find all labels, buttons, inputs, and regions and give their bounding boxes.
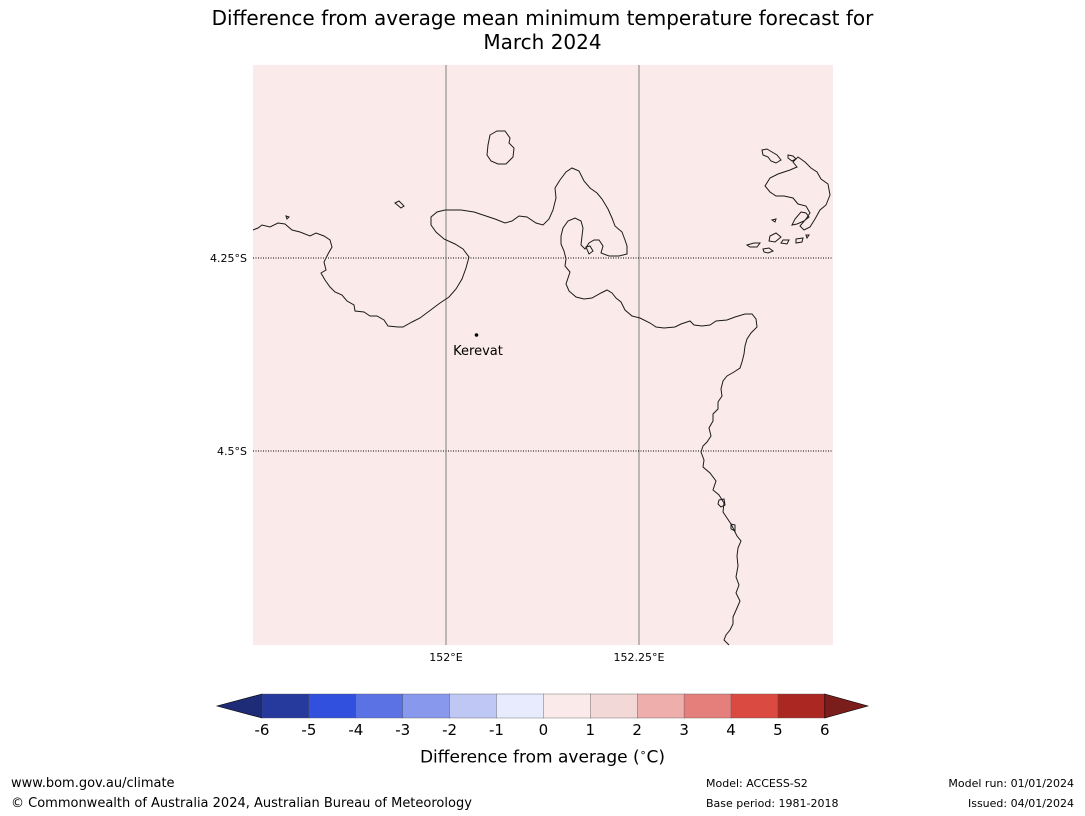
- colorbar-bin-3: [402, 693, 451, 719]
- title-line-2: March 2024: [483, 30, 602, 54]
- colorbar-tick-label: 3: [679, 721, 689, 739]
- colorbar-title-unit: C): [646, 747, 666, 768]
- colorbar-tick-label: 6: [820, 721, 830, 739]
- lon-label-152e: 152°E: [429, 651, 462, 664]
- colorbar-tick-label: -6: [255, 721, 270, 739]
- colorbar-bin-8: [637, 693, 685, 719]
- colorbar-tick-label: -4: [348, 721, 363, 739]
- island-north: [486, 130, 515, 165]
- islet-west: [394, 200, 405, 209]
- colorbar-bin-2: [355, 693, 404, 719]
- colorbar-extend-over: [824, 693, 870, 719]
- kerevat-label: Kerevat: [453, 344, 503, 359]
- coastal-islet-1: [717, 498, 726, 508]
- lon-label-152-25e: 152.25°E: [614, 651, 665, 664]
- colorbar-bin-11: [777, 693, 826, 719]
- colorbar-title: Difference from average (∘C): [0, 746, 1085, 768]
- colorbar-tick-label: 5: [773, 721, 783, 739]
- lat-label-4-25s: 4.25°S: [210, 252, 247, 265]
- footer-model-run: Model run: 01/01/2024: [948, 777, 1074, 790]
- colorbar-bin-10: [730, 693, 779, 719]
- islands-northeast: [745, 148, 831, 254]
- colorbar-bin-1: [308, 693, 357, 719]
- colorbar-tick-label: -2: [442, 721, 457, 739]
- bay-islet: [585, 245, 594, 255]
- colorbar-tick-label: 1: [586, 721, 596, 739]
- colorbar-tick-label: -5: [301, 721, 316, 739]
- colorbar-bin-9: [683, 693, 732, 719]
- kerevat-marker: [474, 333, 479, 337]
- coastline: [252, 130, 831, 646]
- islet-northwest: [285, 215, 290, 220]
- colorbar-bin-6: [543, 693, 592, 719]
- lat-label-4-5s: 4.5°S: [217, 445, 247, 458]
- coastal-islet-2: [730, 523, 736, 532]
- colorbar-tick-label: 4: [726, 721, 736, 739]
- degree-symbol: ∘: [639, 746, 647, 759]
- colorbar-extend-under: [215, 693, 263, 719]
- colorbar-title-text: Difference from average (: [419, 747, 640, 768]
- chart-title: Difference from average mean minimum tem…: [0, 6, 1085, 54]
- colorbar-tick-label: -3: [395, 721, 410, 739]
- colorbar-bin-7: [590, 693, 638, 719]
- footer-issued: Issued: 04/01/2024: [967, 797, 1074, 810]
- colorbar-bin-4: [449, 693, 498, 719]
- colorbar-bin-5: [496, 693, 545, 719]
- colorbar: -6 -5 -4 -3 -2 -1 0 1 2 3 4 5 6: [215, 693, 870, 739]
- footer-model: Model: ACCESS-S2: [706, 777, 808, 790]
- colorbar-bin-0: [261, 693, 310, 719]
- map-panel[interactable]: [253, 65, 833, 645]
- footer-base-period: Base period: 1981-2018: [706, 797, 839, 810]
- colorbar-tick-label: -1: [489, 721, 504, 739]
- footer-copyright: © Commonwealth of Australia 2024, Austra…: [11, 796, 472, 811]
- title-line-1: Difference from average mean minimum tem…: [211, 6, 874, 30]
- colorbar-tick-label: 2: [632, 721, 642, 739]
- footer-url[interactable]: www.bom.gov.au/climate: [11, 776, 175, 791]
- coastline-main: [252, 167, 758, 646]
- colorbar-tick-label: 0: [539, 721, 549, 739]
